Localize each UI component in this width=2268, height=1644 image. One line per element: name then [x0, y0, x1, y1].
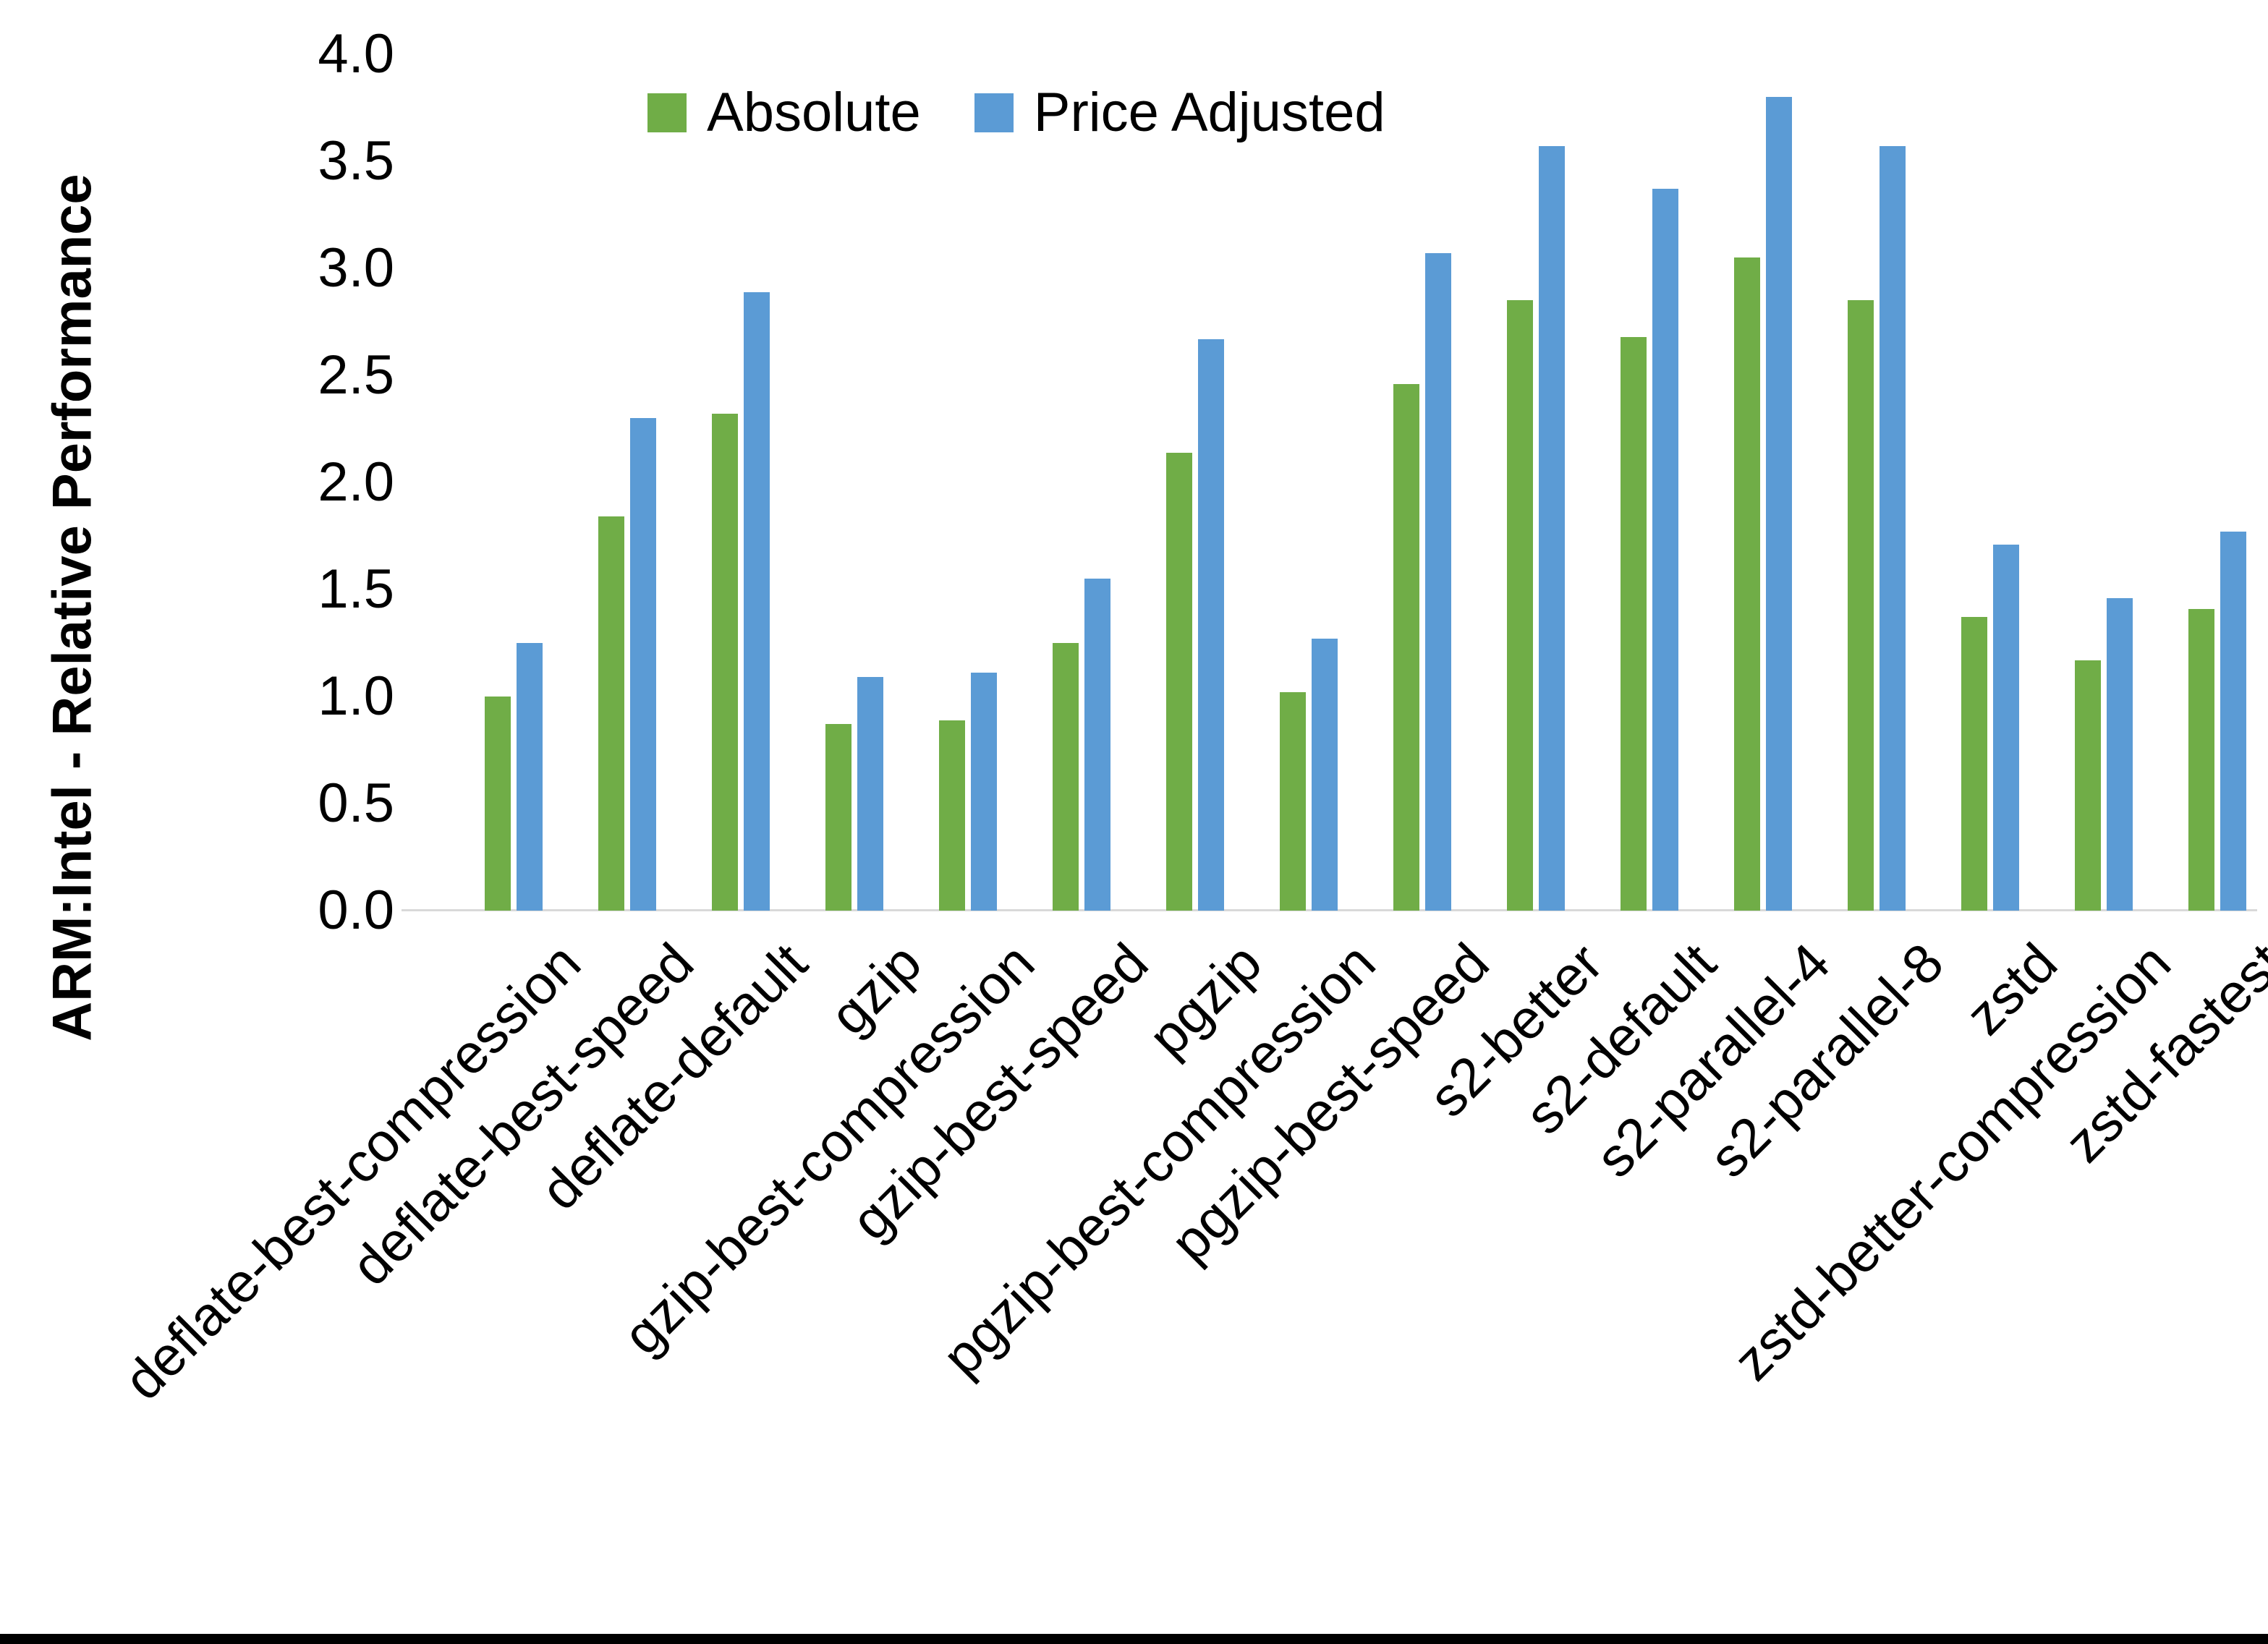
- bar-absolute: [1621, 337, 1647, 911]
- bar-price-adjusted: [1198, 339, 1224, 911]
- legend-item-price-adjusted: Price Adjusted: [974, 85, 1385, 140]
- legend-item-absolute: Absolute: [647, 85, 921, 140]
- bar-absolute: [1053, 643, 1079, 911]
- bar-absolute: [1961, 617, 1987, 911]
- bar-absolute: [939, 720, 965, 911]
- x-axis-label: deflate-best-compression: [112, 932, 593, 1412]
- y-tick-label: 1.5: [318, 558, 394, 620]
- bar-price-adjusted: [1425, 253, 1451, 911]
- bar-price-adjusted: [744, 292, 770, 911]
- bar-price-adjusted: [1880, 146, 1906, 911]
- bar-absolute: [2075, 660, 2101, 911]
- bar-absolute: [1848, 300, 1874, 911]
- legend-swatch-price-adjusted: [974, 93, 1014, 132]
- bar-absolute: [598, 516, 624, 911]
- bar-price-adjusted: [1084, 579, 1110, 911]
- bar-absolute: [1734, 257, 1760, 911]
- legend-label-absolute: Absolute: [707, 82, 921, 143]
- bar-price-adjusted: [2107, 598, 2133, 911]
- bar-price-adjusted: [1312, 639, 1338, 911]
- y-tick-label: 1.0: [318, 665, 394, 727]
- legend-swatch-absolute: [647, 93, 687, 132]
- y-axis-title: ARM:Intel - Relative Performance: [41, 174, 103, 1042]
- y-tick-label: 0.0: [318, 880, 394, 941]
- bar-absolute: [1393, 384, 1419, 911]
- bar-price-adjusted: [517, 643, 543, 911]
- bar-absolute: [485, 697, 511, 911]
- bar-absolute: [2188, 609, 2214, 911]
- legend: Absolute Price Adjusted: [647, 85, 1385, 140]
- bar-price-adjusted: [2220, 532, 2246, 911]
- bar-absolute: [1507, 300, 1533, 911]
- y-tick-label: 2.0: [318, 451, 394, 513]
- bar-absolute: [1280, 692, 1306, 911]
- bar-absolute: [712, 414, 738, 911]
- bar-absolute: [1166, 453, 1192, 911]
- bar-price-adjusted: [630, 418, 656, 911]
- bar-price-adjusted: [971, 673, 997, 911]
- bar-absolute: [825, 724, 851, 911]
- y-tick-label: 3.0: [318, 237, 394, 299]
- bar-price-adjusted: [1766, 97, 1792, 911]
- bottom-border: [0, 1634, 2268, 1644]
- y-tick-label: 0.5: [318, 772, 394, 834]
- bar-price-adjusted: [1993, 545, 2019, 911]
- bar-price-adjusted: [857, 677, 883, 911]
- y-tick-label: 2.5: [318, 344, 394, 406]
- legend-label-price-adjusted: Price Adjusted: [1033, 82, 1385, 143]
- y-tick-label: 3.5: [318, 130, 394, 192]
- bar-price-adjusted: [1539, 146, 1565, 911]
- bar-price-adjusted: [1652, 189, 1678, 911]
- y-tick-label: 4.0: [318, 23, 394, 85]
